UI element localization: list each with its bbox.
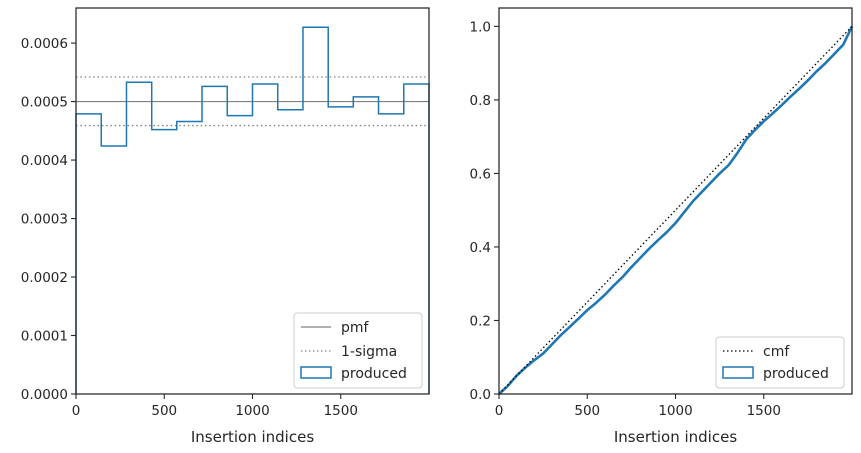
left-x-axis-label: Insertion indices [191,428,314,446]
left-x-tick-label: 0 [72,403,81,419]
right-y-ticks: 0.0 0.2 0.4 0.6 0.8 1.0 [470,19,499,403]
right-y-tick-label: 0.2 [470,313,491,329]
right-legend-box [715,336,845,389]
left-y-tick-label: 0.0004 [21,153,68,169]
left-y-tick-label: 0.0000 [21,387,68,403]
right-y-tick-label: 0.4 [470,240,491,256]
right-legend: cmf produced [715,336,845,389]
right-y-tick-label: 0.8 [470,93,491,109]
legend-produced-label-left: produced [341,366,407,382]
right-y-tick-label: 0.6 [470,166,491,182]
left-legend-box [293,312,423,389]
left-y-tick-label: 0.0006 [21,36,68,52]
right-x-tick-label: 0 [495,403,504,419]
left-y-tick-label: 0.0002 [21,270,68,286]
right-x-axis-label: Insertion indices [614,428,737,446]
legend-produced-swatch-left [300,366,332,379]
right-x-tick-label: 1500 [747,403,781,419]
right-x-ticks: 0 500 1000 1500 [495,394,781,419]
left-x-tick-label: 500 [151,403,177,419]
left-x-tick-label: 1500 [324,403,358,419]
left-y-tick-label: 0.0001 [21,329,68,345]
right-axes-frame [498,7,853,395]
right-x-tick-label: 1000 [658,403,692,419]
produced-histogram [75,26,430,394]
cmf-line [498,25,853,395]
legend-pmf-label: pmf [341,320,370,336]
left-plot-area [75,26,430,394]
left-y-tick-label: 0.0005 [21,95,68,111]
left-chart-panel: 0 500 1000 1500 0.00000.00010.00020.00030.0… [21,7,430,446]
left-y-tick-label: 0.0003 [21,212,68,228]
right-x-tick-label: 500 [574,403,600,419]
legend-produced-swatch-right [722,366,754,379]
left-y-ticks: 0.0000 0.0001 0.0002 0.0003 0.0004 0.0005 0.00… [21,36,76,403]
left-x-ticks: 0 500 1000 1500 [72,394,358,419]
right-y-tick-label: 1.0 [470,19,491,35]
legend-cmf-label: cmf [763,344,790,360]
legend-produced-label-right: produced [763,366,829,382]
right-chart-panel: 0 500 1000 1500 0.0 0.2 0.4 0.6 0.8 1.0 Insertio… [470,7,854,446]
produced-cmf-line [498,25,854,395]
right-y-tick-label: 0.0 [470,387,491,403]
left-legend: pmf 1-sigma produced [293,312,423,389]
right-plot-area [498,25,854,395]
left-x-tick-label: 1000 [235,403,269,419]
legend-sigma-label: 1-sigma [341,344,397,360]
